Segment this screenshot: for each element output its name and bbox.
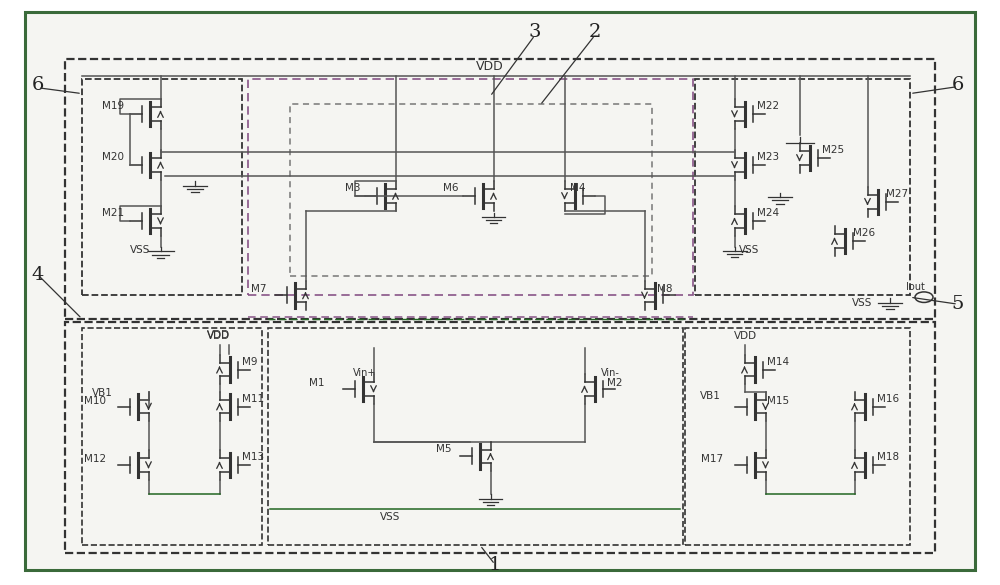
Text: 4: 4: [32, 266, 44, 284]
Text: VSS: VSS: [739, 245, 760, 254]
Text: M6: M6: [443, 183, 458, 193]
Text: M4: M4: [570, 183, 586, 193]
Text: M2: M2: [607, 378, 622, 388]
Text: M14: M14: [767, 357, 789, 367]
Text: M11: M11: [242, 394, 264, 404]
FancyBboxPatch shape: [25, 12, 975, 570]
Text: VDD: VDD: [206, 331, 230, 340]
Text: Iout: Iout: [906, 282, 925, 292]
Text: 3: 3: [529, 23, 541, 41]
Text: M9: M9: [242, 357, 258, 367]
Text: M18: M18: [877, 452, 899, 462]
Text: 2: 2: [589, 23, 601, 41]
Text: M13: M13: [242, 452, 264, 462]
Text: VSS: VSS: [130, 245, 151, 254]
Text: M16: M16: [877, 394, 899, 404]
Text: VB1: VB1: [92, 388, 113, 398]
Text: M21: M21: [102, 208, 124, 218]
Text: M20: M20: [102, 152, 124, 162]
Text: M15: M15: [767, 395, 789, 405]
Text: M25: M25: [822, 145, 844, 155]
Text: VDD: VDD: [733, 331, 757, 341]
Text: VSS: VSS: [852, 298, 872, 308]
Text: M24: M24: [757, 208, 779, 218]
Text: M27: M27: [886, 189, 908, 199]
Text: VDD: VDD: [206, 331, 230, 341]
Text: M19: M19: [102, 101, 124, 111]
Text: VB1: VB1: [700, 391, 721, 401]
Text: 1: 1: [489, 556, 501, 573]
Text: VSS: VSS: [380, 512, 400, 522]
Text: M17: M17: [701, 454, 723, 464]
Text: 5: 5: [952, 295, 964, 313]
Text: M26: M26: [853, 228, 875, 238]
Text: Vin-: Vin-: [601, 368, 620, 378]
Text: VDD: VDD: [476, 60, 504, 73]
Text: Vin+: Vin+: [353, 368, 376, 378]
Text: M12: M12: [84, 454, 106, 464]
Text: 6: 6: [952, 76, 964, 94]
Text: M3: M3: [345, 183, 361, 193]
Text: M1: M1: [309, 378, 324, 388]
Text: M10: M10: [84, 395, 106, 405]
Text: M23: M23: [757, 152, 779, 162]
Text: 6: 6: [32, 76, 44, 94]
Text: M22: M22: [757, 101, 779, 111]
Text: M8: M8: [657, 284, 672, 294]
Text: M7: M7: [251, 284, 266, 294]
Text: M5: M5: [436, 443, 452, 453]
